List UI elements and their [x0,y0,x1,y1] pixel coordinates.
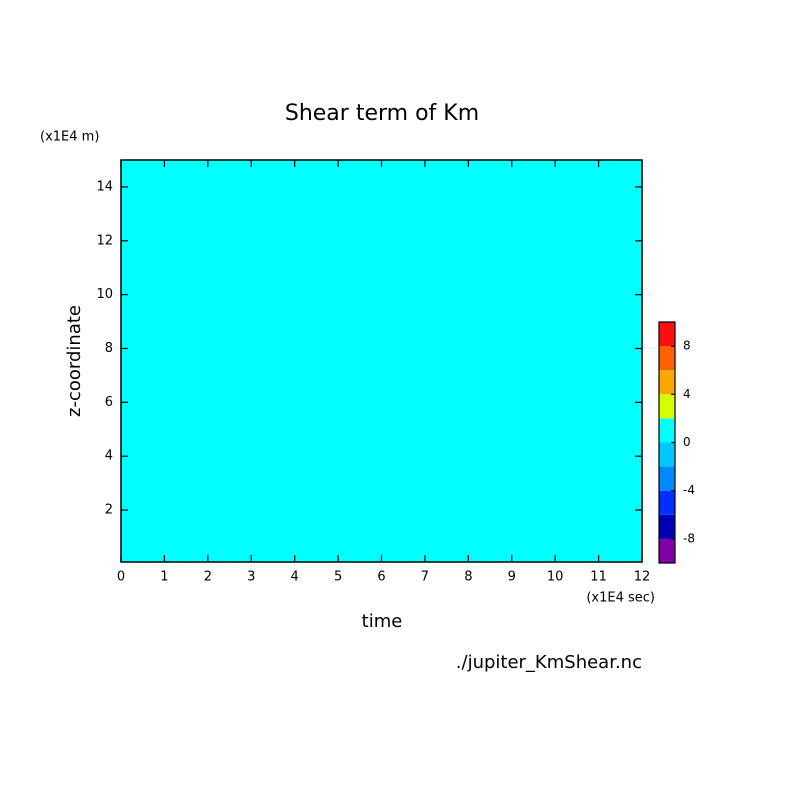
colorbar-tick-label: -8 [683,531,695,545]
x-tick-label: 0 [117,570,125,585]
colorbar-tick-label: 0 [683,435,691,449]
colorbar-band [659,442,675,467]
colorbar-band [659,370,675,395]
x-tick-label: 12 [634,570,651,585]
colorbar-band [659,490,675,515]
x-tick-label: 1 [160,570,168,585]
x-unit-label: (x1E4 sec) [586,591,655,606]
y-tick-label: 14 [96,179,113,194]
x-tick-label: 8 [464,570,472,585]
colorbar-band [659,538,675,563]
x-tick-label: 10 [547,570,564,585]
y-tick-label: 2 [105,503,113,518]
y-tick-label: 10 [96,287,113,302]
colorbar-band [659,346,675,371]
y-tick-label: 8 [105,341,113,356]
x-tick-label: 4 [291,570,299,585]
x-tick-label: 3 [247,570,255,585]
y-tick-label: 6 [105,395,113,410]
x-tick-label: 6 [377,570,385,585]
colorbar-band [659,394,675,419]
field-cell [121,160,642,562]
colorbar-band [659,514,675,539]
x-tick-label: 2 [204,570,212,585]
chart-title: Shear term of Km [285,101,479,126]
x-tick-label: 7 [421,570,429,585]
x-tick-label: 5 [334,570,342,585]
colorbar-tick-label: 8 [683,339,691,353]
y-tick-label: 12 [96,233,113,248]
colorbar-band [659,322,675,347]
colorbar-band [659,418,675,443]
y-axis-label: z-coordinate [64,305,85,417]
y-tick-label: 4 [105,449,113,464]
source-label: ./jupiter_KmShear.nc [456,652,642,673]
x-tick-label: 11 [590,570,607,585]
y-unit-label: (x1E4 m) [40,130,99,145]
x-tick-label: 9 [508,570,516,585]
colorbar-tick-label: 4 [683,387,691,401]
colorbar-tick-label: -4 [683,483,695,497]
colorbar-band [659,466,675,491]
x-axis-label: time [362,611,403,632]
